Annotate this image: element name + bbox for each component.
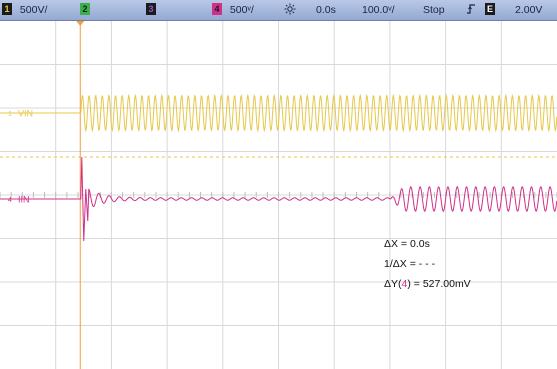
channel-4-indicator: 4: [212, 3, 222, 16]
time-delay[interactable]: 0.0s: [316, 4, 336, 16]
run-state[interactable]: Stop: [423, 4, 445, 16]
channel-3-indicator: 3: [146, 3, 156, 16]
delta-x-readout: ΔX = 0.0s: [384, 238, 430, 250]
waveform-display: VIN 1 IIN 4: [0, 21, 557, 369]
trigger-source-indicator: E: [485, 3, 495, 16]
channel-3-settings[interactable]: 3: [146, 0, 156, 20]
vin-channel-number: 1: [8, 111, 12, 118]
delta-y-readout: ΔY(4) = 527.00mV: [384, 278, 471, 290]
delta-y-channel: 4: [401, 278, 408, 290]
trigger-position-marker: [76, 21, 85, 26]
iin-label: IIN: [18, 195, 30, 205]
vin-label: VIN: [18, 109, 33, 119]
timebase-scale[interactable]: 100.0ᵛ/: [362, 4, 395, 16]
channel-1-indicator: 1: [2, 3, 12, 16]
channel-markers: VIN 1 IIN 4: [8, 109, 33, 205]
graticule: [0, 21, 557, 369]
channel-2-indicator: 2: [80, 3, 90, 16]
channel-1-settings[interactable]: 1 500V/: [2, 0, 47, 20]
iin-channel-number: 4: [8, 197, 12, 204]
channel-2-settings[interactable]: 2: [80, 0, 90, 20]
channel-4-scale: 500ᵛ/: [229, 4, 254, 16]
acquisition-button[interactable]: [284, 0, 296, 20]
traces: [0, 21, 557, 369]
trigger-source[interactable]: E: [485, 0, 495, 20]
delta-y-value: ) = 527.00mV: [407, 278, 471, 290]
rising-edge-icon: [467, 4, 475, 14]
vin-trace: [0, 93, 557, 133]
trigger-edge[interactable]: [466, 0, 476, 20]
channel-4-settings[interactable]: 4 500ᵛ/: [212, 0, 254, 20]
delta-y-prefix: ΔY(: [384, 278, 402, 290]
sun-icon: [284, 3, 296, 15]
trigger-level[interactable]: 2.00V: [515, 4, 543, 16]
channel-1-scale: 500V/: [19, 4, 48, 16]
scope-status-bar: 1 500V/ 2 3 4 500ᵛ/ 0.0s 100.0ᵛ/ Stop E: [0, 0, 557, 21]
inverse-delta-x-readout: 1/ΔX = - - -: [384, 258, 436, 270]
iin-trace: [0, 156, 557, 242]
